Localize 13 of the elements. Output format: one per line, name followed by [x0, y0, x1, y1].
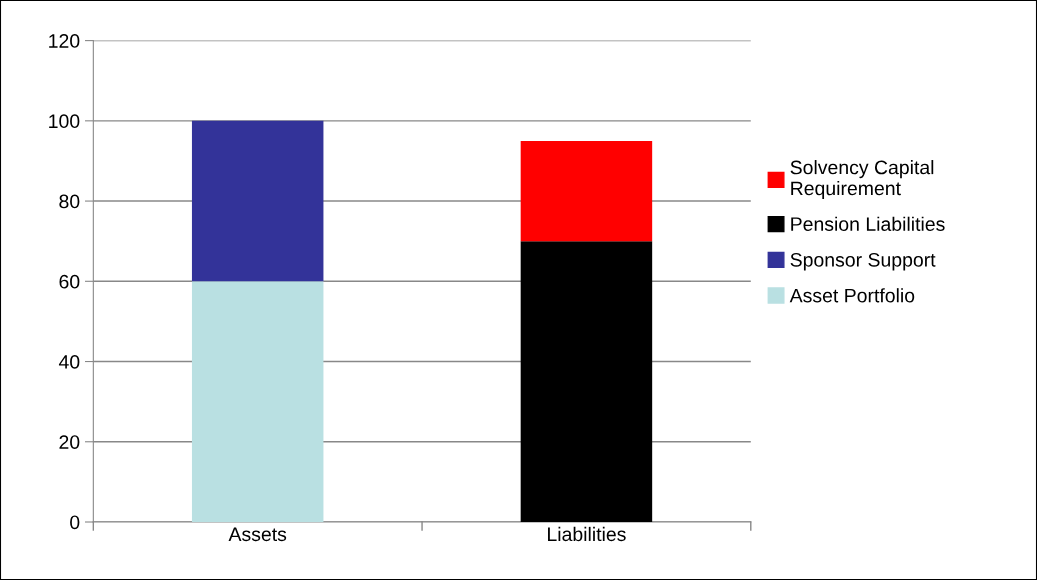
- y-tick-label: 60: [59, 274, 80, 289]
- legend-label: Solvency Capital Requirement: [790, 160, 934, 200]
- y-tick-label: 40: [58, 355, 80, 369]
- x-tick-label: Assets: [228, 527, 287, 542]
- legend-label: Sponsor Support: [790, 252, 936, 271]
- x-tick-label: Liabilities: [548, 526, 626, 542]
- y-tick-label: 0: [70, 515, 80, 530]
- y-tick-label: 100: [49, 114, 80, 129]
- y-tick-label: 80: [59, 194, 80, 209]
- legend-label: Pension Liabilities: [791, 216, 945, 231]
- legend-label: Asset Portfolio: [789, 288, 915, 303]
- y-tick-label: 120: [49, 34, 80, 48]
- y-tick-label: 20: [59, 435, 80, 449]
